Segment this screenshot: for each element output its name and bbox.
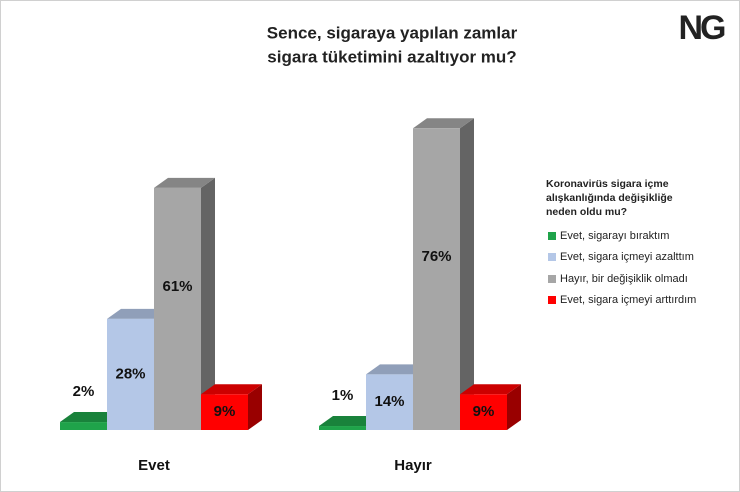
value-label: 61% <box>162 278 192 295</box>
chart-title: sigara tüketimini azaltıyor mu? <box>267 47 516 66</box>
legend-swatch <box>548 296 556 304</box>
bar <box>60 422 107 430</box>
bar <box>366 374 413 430</box>
value-label: 28% <box>115 365 145 382</box>
legend-label: Evet, sigara içmeyi azalttım <box>560 251 694 263</box>
value-label: 9% <box>214 403 236 420</box>
bar-top <box>154 177 215 188</box>
legend-swatch <box>548 232 556 240</box>
bar-top <box>366 364 427 375</box>
bar <box>460 394 507 430</box>
bar <box>413 128 460 430</box>
bar-top <box>60 412 121 423</box>
chart-title: Sence, sigaraya yapılan zamlar <box>267 23 518 42</box>
bar-side <box>201 177 215 430</box>
x-tick-label: Evet <box>138 457 170 474</box>
legend-swatch <box>548 253 556 261</box>
legend-label: Evet, sigarayı bıraktım <box>560 230 669 242</box>
bar-side <box>507 384 521 430</box>
bar-top <box>413 118 474 129</box>
value-label: 9% <box>473 403 495 420</box>
legend-title: Koronavirüs sigara içme alışkanlığında d… <box>546 178 673 218</box>
value-label: 1% <box>332 387 354 404</box>
legend-label: Evet, sigara içmeyi arttırdım <box>560 294 696 306</box>
value-label: 14% <box>374 393 404 410</box>
logo: NG <box>679 9 726 47</box>
legend-label: Hayır, bir değişiklik olmadı <box>560 273 688 285</box>
bar-side <box>248 384 262 430</box>
bar-top <box>107 308 168 319</box>
bar-top <box>460 384 521 395</box>
bar-top <box>201 384 262 395</box>
bar <box>201 394 248 430</box>
value-label: 2% <box>73 383 95 400</box>
x-tick-label: Hayır <box>394 457 432 474</box>
bar <box>107 318 154 430</box>
legend-swatch <box>548 275 556 283</box>
bar-top <box>319 416 380 427</box>
bar <box>154 187 201 430</box>
bar-side <box>460 118 474 430</box>
value-label: 76% <box>421 248 451 265</box>
bar <box>319 426 366 430</box>
